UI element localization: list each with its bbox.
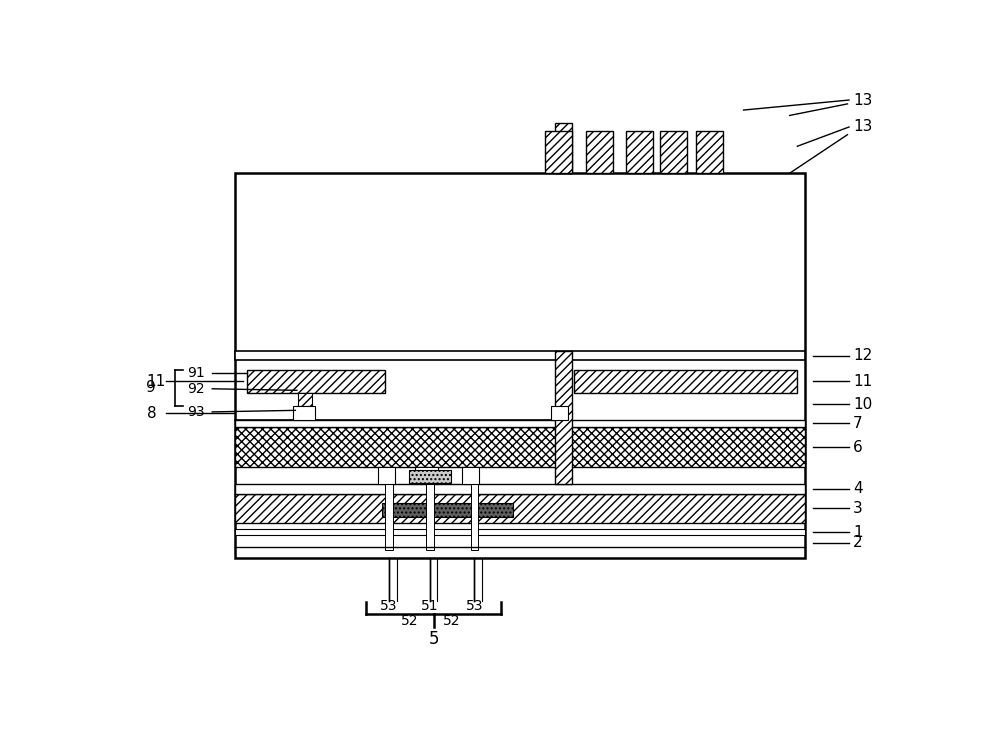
Bar — [235, 173, 805, 558]
Bar — [660, 131, 687, 173]
Text: 11: 11 — [853, 374, 872, 389]
Bar — [247, 370, 385, 393]
Bar — [551, 406, 568, 420]
Bar — [696, 131, 723, 173]
Text: 2: 2 — [853, 535, 862, 550]
Text: 3: 3 — [853, 501, 863, 515]
Bar — [235, 529, 805, 535]
Text: 6: 6 — [853, 440, 863, 455]
Bar — [235, 420, 805, 428]
Text: 5: 5 — [428, 630, 439, 648]
Text: 12: 12 — [853, 348, 872, 363]
Bar — [586, 131, 613, 173]
Text: 92: 92 — [188, 382, 205, 395]
Text: 91: 91 — [188, 366, 205, 380]
Text: 8: 8 — [147, 406, 156, 421]
Bar — [415, 467, 438, 484]
Bar — [426, 484, 434, 550]
Bar — [555, 123, 572, 173]
Bar — [382, 503, 512, 517]
Bar — [462, 467, 479, 484]
Text: 51: 51 — [421, 599, 439, 613]
Bar — [574, 370, 797, 393]
Bar — [293, 406, 315, 420]
Text: 11: 11 — [147, 374, 166, 389]
Text: 7: 7 — [853, 416, 862, 431]
Text: 53: 53 — [466, 599, 483, 613]
Bar — [471, 484, 478, 550]
Text: 9: 9 — [146, 380, 156, 395]
Text: 1: 1 — [853, 525, 862, 539]
Bar — [235, 484, 805, 493]
Text: 13: 13 — [853, 93, 872, 107]
Text: 93: 93 — [188, 405, 205, 419]
Bar — [378, 467, 395, 484]
Text: 10: 10 — [853, 397, 872, 412]
Bar — [545, 131, 572, 173]
Text: 53: 53 — [380, 599, 398, 613]
Bar — [555, 351, 572, 484]
Text: 13: 13 — [853, 119, 872, 135]
Bar — [298, 393, 312, 406]
Text: 4: 4 — [853, 482, 862, 496]
Text: 52: 52 — [443, 614, 461, 629]
Bar — [235, 428, 805, 467]
Bar — [409, 471, 451, 482]
Bar — [626, 131, 653, 173]
Text: 52: 52 — [401, 614, 418, 629]
Bar — [385, 484, 393, 550]
Bar — [235, 351, 805, 360]
Bar — [235, 493, 805, 523]
